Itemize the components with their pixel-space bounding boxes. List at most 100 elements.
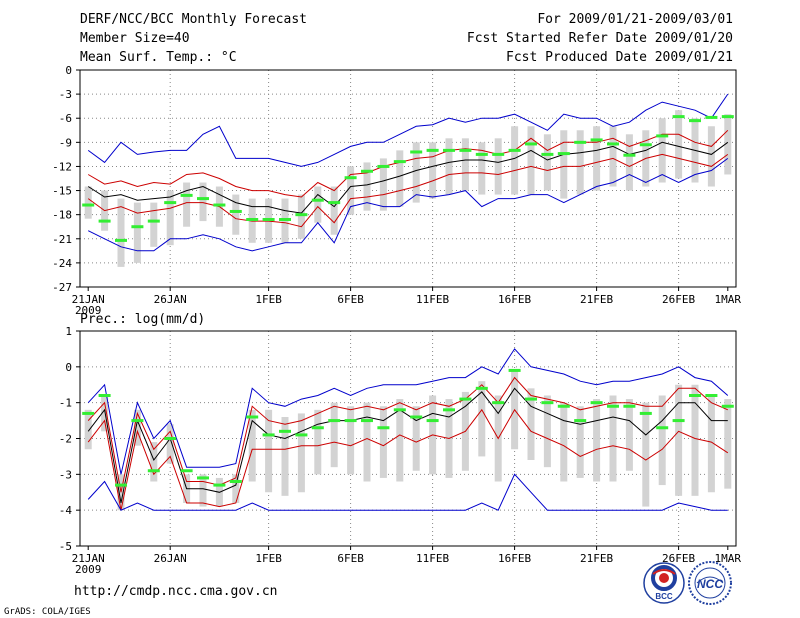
ensemble-box [166,424,174,464]
ensemble-box [232,194,240,235]
source-url[interactable]: http://cmdp.ncc.cma.gov.cn [74,584,278,599]
ensemble-box [150,442,158,482]
ensemble-box [133,409,141,446]
observed-marker [147,469,160,473]
observed-marker [311,198,324,202]
ensemble-box [133,202,141,263]
series-line-min [87,157,729,252]
observed-marker [311,426,324,430]
observed-marker [344,176,357,180]
observed-marker [98,219,111,223]
observed-marker [279,429,291,433]
observed-marker [590,138,603,142]
ensemble-box [675,110,683,179]
x-tick-label: 1FEB [255,552,282,565]
x-tick-label: 21JAN [72,293,105,306]
ensemble-box [314,186,322,223]
grads-credit: GrADS: COLA/IGES [4,607,91,617]
ensemble-box [543,134,551,191]
ensemble-box [166,190,174,246]
observed-marker [229,209,242,213]
x-tick-label: 1FEB [255,293,282,306]
y-tick-label: -18 [52,209,72,222]
ensemble-box [199,182,207,222]
ensemble-box [707,395,715,493]
observed-marker [623,153,636,157]
observed-marker [525,142,537,146]
ensemble-box [330,402,338,468]
ensemble-box [183,182,191,227]
observed-marker [721,404,734,408]
panel-frame [79,330,737,547]
x-tick-label: 1MAR [715,293,742,306]
ensemble-box [84,409,92,450]
observed-marker [508,148,521,152]
ensemble-box [396,150,404,207]
ensemble-box [396,399,404,482]
observed-marker [115,238,127,242]
observed-marker [623,404,636,408]
series-line-upper [87,376,728,493]
y-tick-label: -5 [59,540,72,553]
y-tick-label: 0 [65,361,72,374]
observed-marker [393,408,406,412]
series-line-max [87,348,729,475]
ensemble-box [199,474,207,507]
observed-marker [492,152,505,156]
observed-marker [98,394,111,397]
y-tick-label: -27 [52,281,72,294]
x-year-label: 2009 [75,304,102,317]
ensemble-box [232,474,240,503]
y-tick-label: -24 [52,257,72,270]
ensemble-box [625,134,633,191]
observed-marker [639,411,652,415]
y-tick-label: 1 [65,325,72,338]
observed-marker [475,152,488,156]
ensemble-box [101,395,109,432]
observed-marker [410,150,423,154]
observed-marker [492,401,505,405]
x-tick-label: 21FEB [580,293,613,306]
observed-marker [607,142,619,146]
ensemble-box [642,402,650,507]
y-tick-label: -12 [52,160,72,173]
observed-marker [295,213,308,217]
observed-marker [705,115,718,119]
ensemble-box [330,186,338,235]
series-line-max [87,93,729,167]
precip-panel-title: Prec.: log(mm/d) [80,312,205,327]
variable-label: Mean Surf. Temp.: °C [80,50,237,65]
x-tick-label: 11FEB [416,552,449,565]
x-tick-label: 6FEB [337,293,364,306]
observed-marker [164,437,177,440]
produced-date-label: Fcst Produced Date 2009/01/21 [506,50,733,65]
observed-marker [82,411,95,415]
series-line-mean [87,387,728,504]
observed-marker [525,397,537,401]
observed-marker [328,419,341,423]
observed-marker [475,386,488,390]
ensemble-box [347,406,355,475]
y-tick-label: -6 [59,112,72,125]
ensemble-box [347,166,355,215]
y-tick-label: -4 [59,504,73,517]
ensemble-box [297,194,305,239]
member-size-label: Member Size=40 [80,31,190,46]
chart-title: DERF/NCC/BCC Monthly Forecast [80,12,307,27]
ensemble-box [478,381,486,457]
ensemble-box [560,402,568,482]
ensemble-box [576,406,584,478]
observed-marker [115,483,127,487]
observed-marker [361,419,373,423]
x-tick-label: 11FEB [416,293,449,306]
ensemble-box [511,126,519,195]
ensemble-box [576,130,584,195]
x-tick-label: 1MAR [715,552,742,565]
ensemble-box [527,126,535,195]
y-tick-label: 0 [65,64,72,77]
y-tick-label: -1 [59,397,72,410]
observed-marker [574,140,587,144]
ensemble-box [478,142,486,195]
ensemble-box [494,138,502,195]
